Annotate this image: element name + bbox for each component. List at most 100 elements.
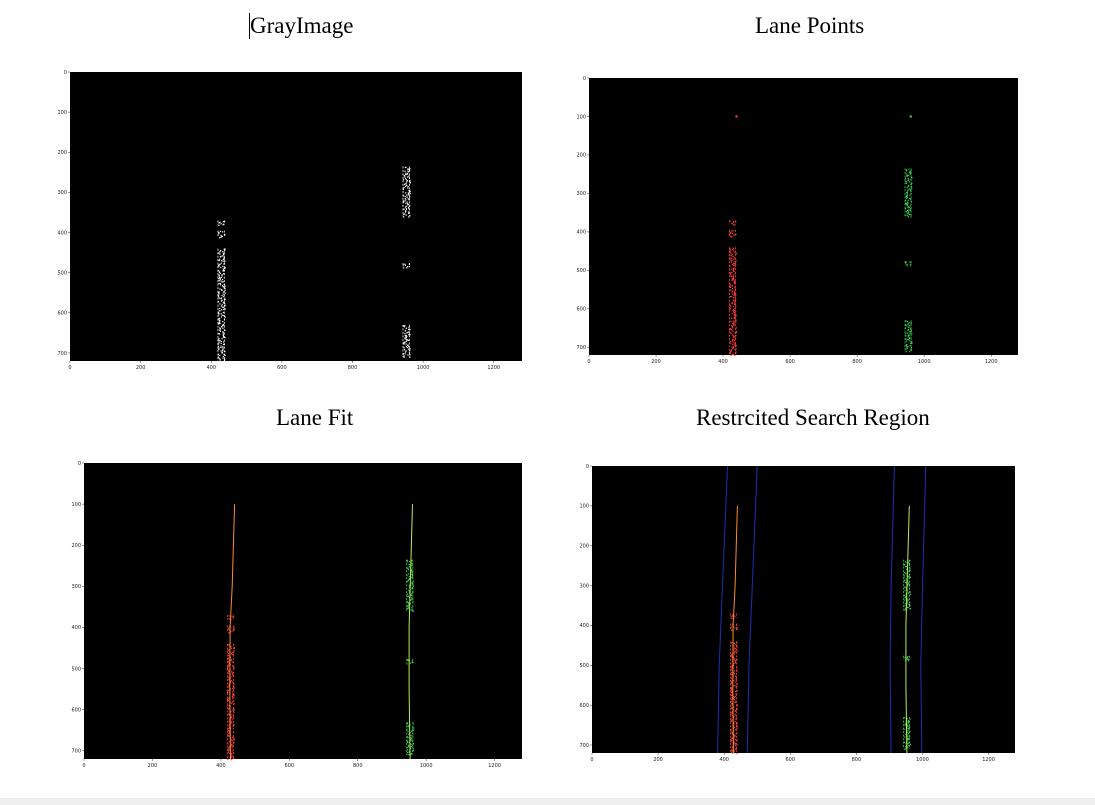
lane-fit-line xyxy=(408,504,413,760)
y-tick-label: 400 xyxy=(57,230,67,236)
y-tick-label: 200 xyxy=(71,543,81,549)
panel-title-search-region: Restrcited Search Region xyxy=(696,405,930,430)
plot-area xyxy=(592,466,1015,753)
x-tick-label: 1000 xyxy=(916,757,929,763)
x-tick-label: 1000 xyxy=(417,365,430,371)
left-lane-pixels xyxy=(729,220,737,226)
x-tick-label: 0 xyxy=(68,365,71,371)
x-tick-label: 800 xyxy=(348,365,358,371)
page-bottom-bar xyxy=(0,798,1095,805)
search-bound-line xyxy=(746,465,758,754)
y-tick-label: 500 xyxy=(576,268,586,274)
y-tick-label: 500 xyxy=(71,666,81,672)
x-tick-label: 1000 xyxy=(918,359,931,365)
x-tick-label: 0 xyxy=(82,763,85,769)
right-lane-pixels xyxy=(406,559,414,612)
chart-svg: 0 200 400 600 800 1000 1200 0 100 200 300 400 500 600… xyxy=(71,461,522,769)
y-tick-label: 300 xyxy=(576,191,586,197)
y-tick-label: 700 xyxy=(576,345,586,351)
y-tick-label: 100 xyxy=(71,502,81,508)
panel-lane-fit: 0 200 400 600 800 1000 1200 0 100 200 300 400 500 600… xyxy=(65,457,526,773)
x-tick-label: 200 xyxy=(148,763,158,769)
lane-start-marker xyxy=(909,115,912,118)
y-tick-label: 300 xyxy=(579,583,589,589)
chart-svg: 0 200 400 600 800 1000 1200 0 100 200 300 400 500 600… xyxy=(576,76,1018,365)
search-bound-line xyxy=(920,465,927,754)
x-tick-label: 200 xyxy=(136,365,146,371)
y-tick-label: 700 xyxy=(71,749,81,755)
lane-fit-line xyxy=(905,505,910,754)
left-lane-pixels xyxy=(226,643,235,761)
y-tick-label: 400 xyxy=(576,230,586,236)
plot-area xyxy=(70,72,522,361)
x-tick-label: 800 xyxy=(852,757,862,763)
lane-start-marker xyxy=(735,115,738,118)
x-tick-label: 200 xyxy=(651,359,661,365)
lane-fit-line xyxy=(229,504,236,760)
left-lane-pixels xyxy=(729,229,737,238)
left-lane-pixels xyxy=(217,220,226,226)
y-tick-label: 100 xyxy=(579,504,589,510)
y-tick-label: 300 xyxy=(71,584,81,590)
search-bound-line xyxy=(889,465,895,754)
panel-grayimage: 0 200 400 600 800 1000 1200 0 100 200 300 400 500 600… xyxy=(50,66,526,375)
right-lane-pixels xyxy=(904,320,913,353)
y-tick-label: 400 xyxy=(579,623,589,629)
left-lane-pixels xyxy=(217,248,226,363)
y-tick-label: 700 xyxy=(579,743,589,749)
y-tick-label: 500 xyxy=(579,663,589,669)
x-tick-label: 800 xyxy=(353,763,363,769)
y-tick-label: 0 xyxy=(78,461,81,467)
x-tick-label: 0 xyxy=(590,757,593,763)
y-tick-label: 600 xyxy=(71,707,81,713)
y-tick-label: 0 xyxy=(586,464,589,470)
x-tick-label: 400 xyxy=(719,757,729,763)
search-bound-line xyxy=(717,465,728,754)
right-lane-pixels xyxy=(904,261,912,267)
right-lane-pixels xyxy=(402,324,411,358)
x-tick-label: 400 xyxy=(216,763,226,769)
y-tick-label: 400 xyxy=(71,625,81,631)
y-tick-label: 100 xyxy=(576,114,586,120)
x-tick-label: 1200 xyxy=(488,763,501,769)
x-tick-label: 800 xyxy=(852,359,862,365)
right-lane-pixels xyxy=(402,166,411,218)
x-tick-label: 1000 xyxy=(420,763,433,769)
lane-fit-line xyxy=(732,505,738,754)
y-tick-label: 0 xyxy=(583,76,586,82)
x-tick-label: 1200 xyxy=(982,757,995,763)
panel-search-region: 0 200 400 600 800 1000 1200 0 100 200 300 400 500 600… xyxy=(572,460,1019,767)
right-lane-pixels xyxy=(402,263,410,269)
x-tick-label: 600 xyxy=(285,763,295,769)
y-tick-label: 600 xyxy=(57,311,67,317)
y-tick-label: 700 xyxy=(57,351,67,357)
y-tick-label: 500 xyxy=(57,270,67,276)
chart-svg: 0 200 400 600 800 1000 1200 0 100 200 300 400 500 600… xyxy=(579,464,1015,763)
y-tick-label: 300 xyxy=(57,190,67,196)
plot-area xyxy=(589,78,1018,355)
panel-title-lane-points: Lane Points xyxy=(755,13,865,38)
panel-title-grayimage: GrayImage xyxy=(250,13,354,38)
x-tick-label: 600 xyxy=(277,365,287,371)
x-tick-label: 600 xyxy=(786,757,796,763)
y-tick-label: 600 xyxy=(579,703,589,709)
x-tick-label: 1200 xyxy=(487,365,500,371)
left-lane-pixels xyxy=(217,230,226,239)
y-tick-label: 200 xyxy=(576,153,586,159)
x-tick-label: 400 xyxy=(206,365,216,371)
x-tick-label: 0 xyxy=(587,359,590,365)
panel-title-lane-fit: Lane Fit xyxy=(276,405,354,430)
y-tick-label: 200 xyxy=(57,150,67,156)
plot-area xyxy=(84,463,522,759)
y-tick-label: 200 xyxy=(579,544,589,550)
panel-lane-points: 0 200 400 600 800 1000 1200 0 100 200 300 400 500 600… xyxy=(570,72,1022,369)
chart-svg: 0 200 400 600 800 1000 1200 0 100 200 300 400 500 600… xyxy=(57,70,522,371)
y-tick-label: 100 xyxy=(57,110,67,116)
x-tick-label: 1200 xyxy=(985,359,998,365)
y-tick-label: 600 xyxy=(576,307,586,313)
y-tick-label: 0 xyxy=(64,70,67,76)
x-tick-label: 600 xyxy=(785,359,795,365)
x-tick-label: 200 xyxy=(653,757,663,763)
right-lane-pixels xyxy=(904,168,913,218)
text-cursor xyxy=(249,13,250,39)
